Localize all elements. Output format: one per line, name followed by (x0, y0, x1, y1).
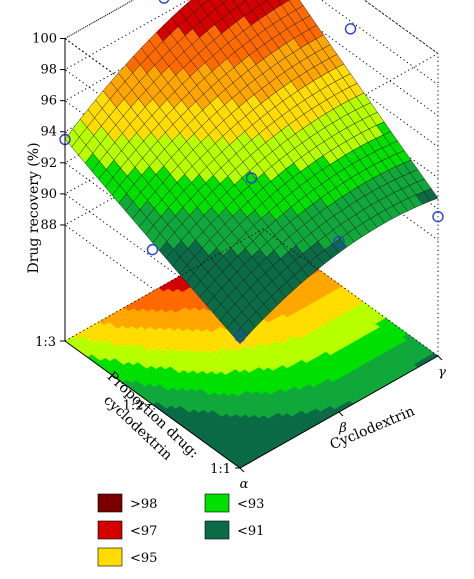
z-axis-title: Drug recovery (%) (26, 142, 42, 273)
z-tick-label: 90 (40, 187, 57, 202)
legend-label: <93 (237, 497, 264, 512)
contour-projection (64, 228, 439, 469)
z-tick-label: 100 (32, 32, 57, 47)
legend-swatch (204, 520, 230, 540)
y-tick-label: 1:3 (35, 335, 56, 350)
z-tick-label: 96 (40, 94, 57, 109)
x-tick-mark (437, 355, 443, 361)
axis-ticks: 88 90 92 94 96 98 100 1:1 1:2 1:3 α β γ (32, 32, 446, 493)
x-tick-mark (338, 411, 344, 417)
legend: >98 <97 <95 <93 <91 (97, 493, 264, 567)
legend-swatch (97, 520, 123, 540)
legend-label: <97 (130, 524, 157, 539)
x-tick-label: γ (438, 365, 446, 380)
surface-cell (220, 0, 228, 4)
legend-label: <91 (237, 524, 264, 539)
legend-label: >98 (130, 497, 157, 512)
legend-swatch (204, 493, 230, 513)
x-tick-label: α (240, 477, 249, 492)
response-surface (64, 0, 439, 345)
y-tick-label: 1:1 (210, 462, 231, 477)
design-point-marker (245, 172, 258, 184)
z-tick-label: 98 (40, 63, 57, 78)
floor-back-edge (64, 228, 264, 342)
legend-swatch (97, 493, 123, 513)
design-point-marker (333, 235, 345, 248)
z-tick-label: 94 (40, 125, 57, 140)
box-edge (64, 0, 135, 39)
design-point-marker (432, 210, 444, 223)
design-point-marker (146, 243, 159, 256)
design-point-marker (344, 23, 357, 35)
design-point-marker (234, 330, 246, 343)
legend-swatch (97, 547, 123, 567)
x-tick-label: β (338, 421, 347, 436)
z-tick-label: 92 (40, 156, 57, 171)
x-tick-mark (239, 467, 245, 473)
z-tick-label: 88 (40, 218, 57, 233)
legend-label: <95 (130, 551, 157, 566)
design-point-marker (158, 0, 170, 4)
y-tick-label: 1:2 (123, 399, 144, 414)
